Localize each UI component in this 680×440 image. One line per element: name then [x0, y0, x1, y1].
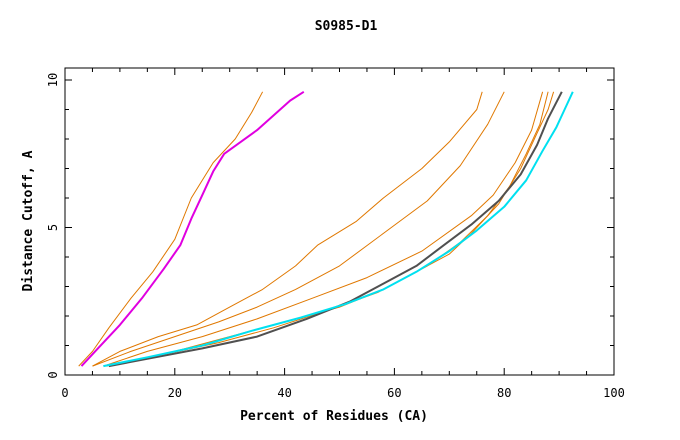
x-tick-label: 0	[61, 386, 68, 400]
x-tick-label: 80	[497, 386, 511, 400]
series-group	[78, 90, 574, 368]
x-tick-label: 60	[387, 386, 401, 400]
x-tick-label: 20	[168, 386, 182, 400]
y-tick-label: 5	[46, 224, 60, 231]
series-line-gray	[108, 91, 563, 368]
y-tick-label: 0	[46, 371, 60, 378]
series-line-orange-3	[92, 91, 505, 367]
series-line-orange-2	[92, 91, 483, 367]
y-tick-label: 10	[46, 73, 60, 87]
plot-frame	[64, 67, 615, 376]
x-tick-label: 100	[603, 386, 625, 400]
series-line-orange-4	[103, 91, 544, 367]
series-line-magenta	[80, 90, 305, 367]
series-line-orange-6	[106, 91, 555, 367]
series-line-cyan	[103, 91, 574, 368]
y-axis-label: Distance Cutoff, A	[21, 150, 36, 291]
chart-title: S0985-D1	[315, 19, 378, 34]
series-line-orange-1	[78, 91, 264, 367]
x-tick-label: 40	[277, 386, 291, 400]
x-axis-label: Percent of Residues (CA)	[240, 409, 428, 424]
